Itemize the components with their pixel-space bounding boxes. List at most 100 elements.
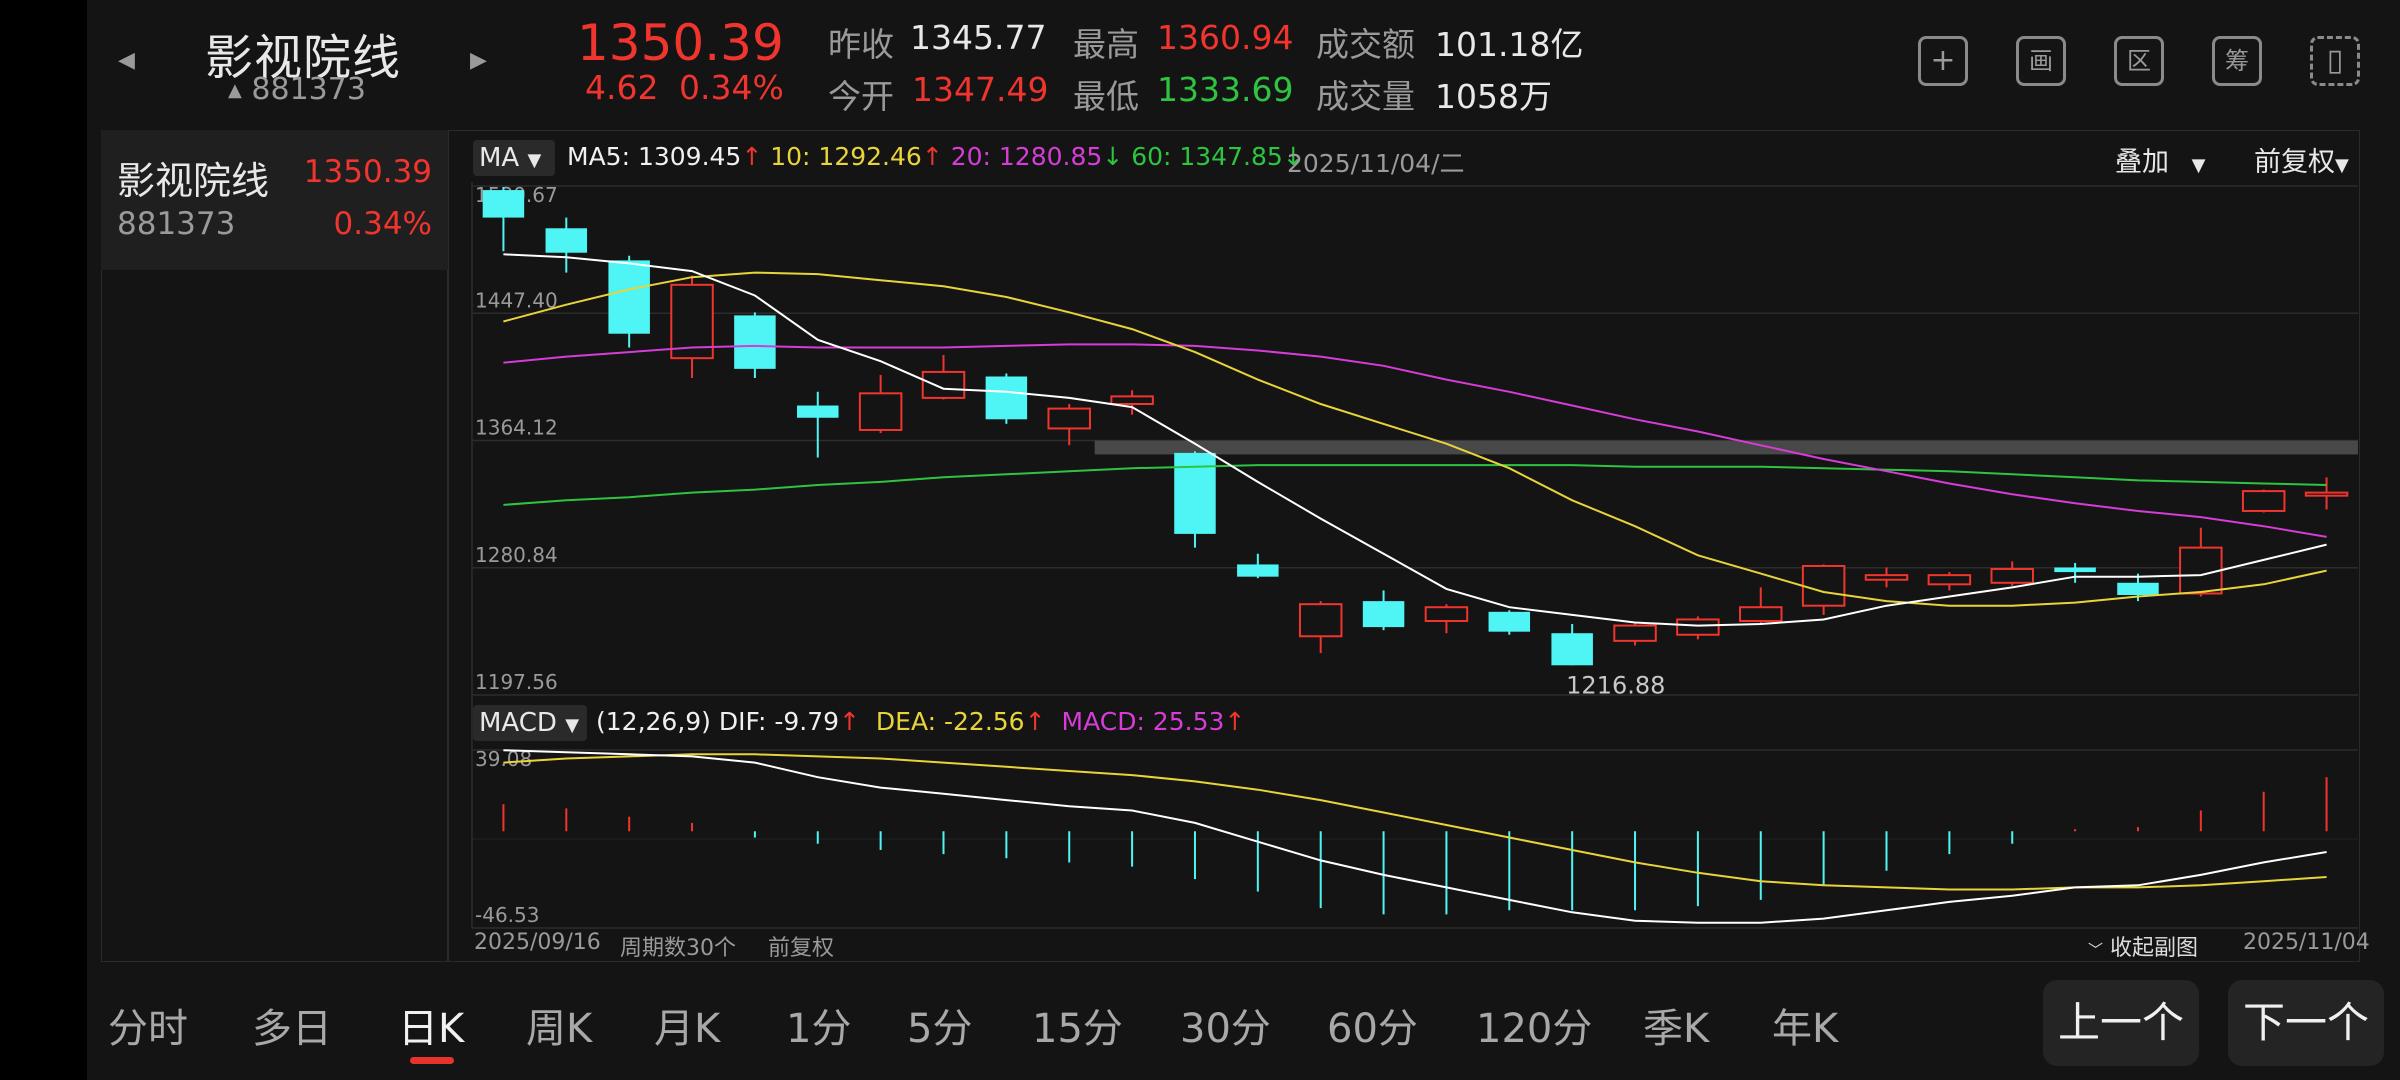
candle-body [2179, 546, 2223, 595]
candle-body [985, 376, 1028, 420]
candle-body [1739, 606, 1783, 622]
low-price-annotation: 1216.88 [1566, 671, 1665, 699]
period-count: 周期数30个 [620, 936, 736, 961]
ma60-value: 60: 1347.85 [1131, 142, 1283, 171]
candle-body [1298, 603, 1343, 638]
ma5-line [503, 253, 2327, 627]
stock-code: 881373 [251, 72, 366, 107]
tab-monthly-k[interactable]: 月K [654, 1006, 721, 1052]
adjust-label: 前复权 [2254, 147, 2335, 178]
canvas-icon[interactable]: 画 [2016, 36, 2066, 86]
range-icon[interactable]: 区 [2114, 36, 2164, 86]
ma10-line [503, 271, 2327, 607]
tab-multi-day[interactable]: 多日 [252, 1006, 332, 1052]
dea-line [503, 753, 2327, 891]
candle-body [1362, 601, 1405, 628]
screen-rotate-icon[interactable]: ▯ [2310, 36, 2360, 86]
tab-120min[interactable]: 120分 [1476, 1006, 1593, 1052]
last-price: 1350.39 [577, 14, 784, 72]
candle-body [608, 260, 650, 334]
watchlist-item-price: 1350.39 [303, 154, 432, 190]
candle-body [1990, 568, 2034, 584]
macd-params: (12,26,9) [596, 707, 711, 736]
candle-body [2304, 491, 2349, 497]
tab-daily-k[interactable]: 日K [398, 1006, 465, 1052]
watchlist-item-code: 881373 [117, 206, 236, 242]
ma-selector[interactable]: MA ▼ [473, 140, 555, 176]
up-arrow-icon: ↑ [1224, 707, 1246, 736]
down-arrow-icon: ↓ [1282, 142, 1304, 171]
up-arrow-icon: ↑ [839, 707, 860, 736]
range-start-date: 2025/09/16 [474, 930, 601, 955]
high-label: 最高 [1073, 25, 1139, 64]
price-change-pct: 0.34% [678, 68, 784, 107]
adjust-dropdown[interactable]: 前复权▼ [2254, 140, 2349, 179]
tab-60min[interactable]: 60分 [1327, 1006, 1418, 1052]
next-button[interactable]: 下一个 [2228, 980, 2384, 1066]
tab-quarterly-k[interactable]: 季K [1643, 1006, 1710, 1052]
tab-5min[interactable]: 5分 [907, 1006, 973, 1052]
candle-body [1801, 564, 1846, 607]
prev-button[interactable]: 上一个 [2043, 980, 2199, 1066]
volume-value: 1058万 [1435, 77, 1552, 116]
candle-body [797, 405, 839, 418]
cursor-date: 2025/11/04/二 [1287, 149, 1465, 178]
low-value: 1333.69 [1157, 70, 1294, 109]
overlay-dropdown[interactable]: 叠加 ▼ [2115, 140, 2205, 179]
candle-body [1237, 564, 1279, 577]
kline-chart[interactable]: 1530.671447.401364.121280.841197.561216.… [0, 0, 2400, 1000]
dea-value: DEA: -22.56 [875, 707, 1025, 736]
chevron-down-icon: ﹀ [2088, 941, 2104, 959]
candle-body [1488, 611, 1531, 632]
plus-icon[interactable]: + [1918, 36, 1968, 86]
ma20-line [503, 343, 2327, 538]
tab-yearly-k[interactable]: 年K [1772, 1006, 1839, 1052]
change-row: 4.62 0.34% [585, 68, 784, 107]
candle-body [734, 315, 776, 369]
ma-selector-label: MA [479, 143, 520, 173]
collapse-subchart-label: 收起副图 [2110, 936, 2199, 961]
price-axis-label: 1364.12 [475, 416, 558, 440]
watchlist-item[interactable]: 影视院线 1350.39 881373 0.34% [101, 130, 448, 270]
candle-body [1047, 407, 1091, 430]
macd-selector[interactable]: MACD ▼ [473, 705, 587, 741]
low-label: 最低 [1073, 77, 1139, 116]
candle-body [1424, 606, 1469, 622]
tab-1min[interactable]: 1分 [786, 1006, 852, 1052]
up-arrow-icon: ↑ [921, 142, 943, 171]
price-axis-label: 1280.84 [475, 543, 558, 567]
footer-adjust-label: 前复权 [768, 936, 835, 961]
chips-icon[interactable]: 筹 [2212, 36, 2262, 86]
ma-values: MA5: 1309.45↑ 10: 1292.46↑ 20: 1280.85↓ … [567, 142, 1304, 171]
dif-line [503, 749, 2327, 924]
prev-stock-arrow[interactable]: ◀ [118, 48, 135, 73]
candle-body [1613, 624, 1657, 642]
candle-body [545, 228, 588, 253]
dropdown-triangle-icon: ▼ [2191, 155, 2206, 176]
macd-value: MACD: 25.53 [1061, 707, 1225, 736]
dif-value: DIF: -9.79 [718, 707, 840, 736]
ma5-value: MA5: 1309.45 [567, 142, 742, 171]
candle-body [1864, 574, 1909, 581]
candle-body [2054, 567, 2096, 573]
stock-code-row: ▲ 881373 [228, 72, 366, 107]
macd-values: (12,26,9) DIF: -9.79↑ DEA: -22.56↑ MACD:… [596, 707, 1245, 736]
price-axis-label: 1197.56 [475, 670, 558, 694]
candle-body [1551, 633, 1593, 666]
ma10-value: 10: 1292.46 [770, 142, 922, 171]
volume-label: 成交量 [1316, 77, 1415, 116]
dropdown-triangle-icon: ▼ [565, 715, 580, 736]
tab-30min[interactable]: 30分 [1180, 1006, 1271, 1052]
tab-weekly-k[interactable]: 周K [526, 1006, 593, 1052]
up-arrow-icon: ↑ [1024, 707, 1046, 736]
prev-close-value: 1345.77 [910, 18, 1047, 57]
tab-15min[interactable]: 15分 [1032, 1006, 1123, 1052]
overlay-label: 叠加 [2115, 147, 2169, 178]
next-stock-arrow[interactable]: ▶ [470, 48, 487, 73]
open-label: 今开 [828, 77, 894, 116]
collapse-subchart-button[interactable]: ﹀ 收起副图 [2088, 930, 2198, 962]
tab-minute[interactable]: 分时 [108, 1006, 188, 1052]
candle-body [2241, 490, 2286, 512]
highlight-band [1094, 440, 2358, 455]
up-triangle-icon: ▲ [228, 80, 242, 101]
